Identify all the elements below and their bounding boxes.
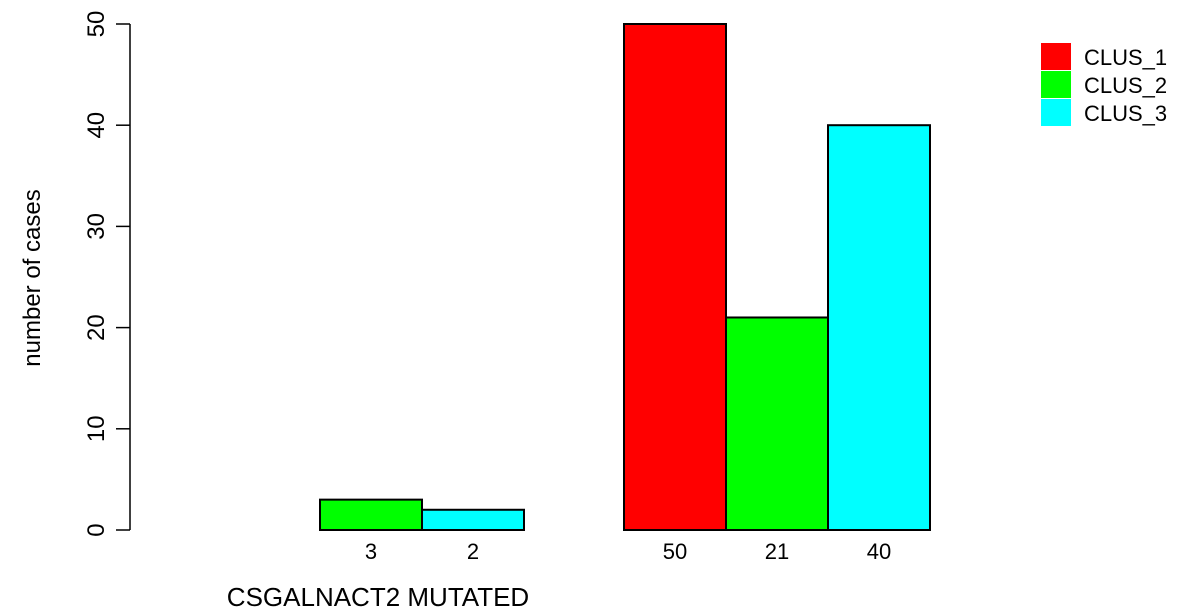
- bar-clus-3: [421, 508, 525, 532]
- y-tick-label: 50: [83, 11, 110, 38]
- legend-label: CLUS_1: [1084, 45, 1167, 70]
- bar-value-label: 40: [867, 539, 891, 564]
- legend-swatch: [1041, 71, 1071, 98]
- bar-value-label: 21: [765, 539, 789, 564]
- y-axis-label: number of cases: [19, 189, 46, 366]
- x-axis-label: CSGALNACT2 MUTATED: [227, 582, 529, 612]
- bar-clus-2: [319, 498, 423, 532]
- legend-swatch: [1041, 43, 1071, 70]
- legend: CLUS_1 CLUS_2 CLUS_3: [1041, 43, 1167, 126]
- bar-value-label: 2: [467, 539, 479, 564]
- legend-swatch: [1041, 99, 1071, 126]
- bar-clus-3: [827, 124, 931, 531]
- y-tick-label: 0: [83, 523, 110, 536]
- y-axis: 0 10 20 30 40 50: [83, 11, 131, 537]
- legend-label: CLUS_2: [1084, 73, 1167, 98]
- bars: [319, 23, 931, 532]
- legend-label: CLUS_3: [1084, 101, 1167, 126]
- y-tick-label: 10: [83, 415, 110, 442]
- bar-clus-1: [623, 23, 727, 531]
- y-tick-label: 20: [83, 314, 110, 341]
- bar-value-label: 3: [365, 539, 377, 564]
- bar-clus-2: [725, 316, 829, 532]
- bar-value-label: 50: [663, 539, 687, 564]
- y-tick-label: 40: [83, 112, 110, 139]
- y-tick-label: 30: [83, 213, 110, 240]
- bar-value-labels: 3 2 50 21 40: [365, 539, 891, 564]
